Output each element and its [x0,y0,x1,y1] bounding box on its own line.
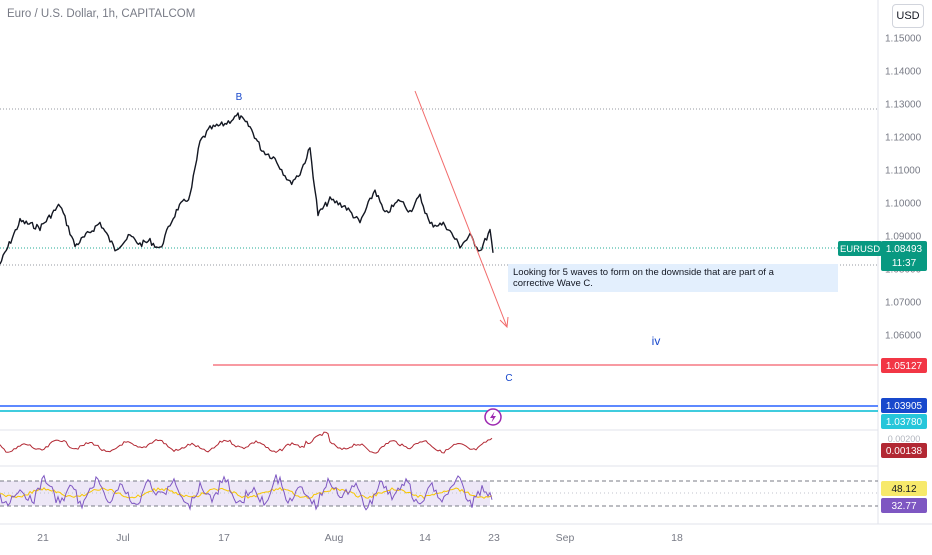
rsi-upper-badge[interactable] [881,481,927,496]
x-axis-tick: 17 [218,532,230,544]
y-axis-tick: 1.13000 [885,100,922,111]
x-axis-tick: 23 [488,532,500,544]
macd-axis-tick: 0.00200 [888,434,921,444]
rsi-lower-text: 32.77 [891,501,916,512]
price-series-line [0,112,494,265]
macd-series-line [0,431,493,454]
red-level-text: 1.05127 [886,361,923,372]
y-axis-tick: 1.14000 [885,67,922,78]
note-box[interactable] [508,264,838,292]
last-price-badge[interactable] [881,241,927,271]
wave-c-arrow[interactable] [414,90,508,328]
x-axis-tick: Aug [325,532,344,544]
x-axis-tick: Jul [116,532,129,544]
rsi-ma-line [0,486,493,500]
blue-level-text: 1.03905 [886,401,923,412]
currency-button[interactable]: USD [892,4,924,28]
lightning-icon [490,411,496,423]
note-text: Looking for 5 waves to form on the downs… [513,267,777,289]
wave-iv-label[interactable]: iv [652,334,661,348]
y-axis-tick: 1.12000 [885,133,922,144]
rsi-lower-badge[interactable] [881,498,927,513]
countdown-text: 11:37 [892,258,917,269]
macd-value-text: 0.00138 [886,446,923,457]
red-level-badge[interactable] [881,358,927,373]
y-axis-tick: 1.06000 [885,331,922,342]
wave-c-label[interactable]: C [505,373,512,384]
x-axis-tick: Sep [556,532,575,544]
blue-level-badge[interactable] [881,398,927,413]
teal-level-badge[interactable] [881,414,927,429]
x-axis-tick: 18 [671,532,683,544]
symbol-badge[interactable] [838,241,882,256]
rsi-upper-text: 48.12 [891,484,916,495]
y-axis-tick: 1.10000 [885,199,922,210]
macd-value-badge[interactable] [881,443,927,458]
x-axis-tick: 21 [37,532,49,544]
y-axis-tick: 1.15000 [885,34,922,45]
y-axis-tick: 1.11000 [885,166,921,177]
symbol-badge-text: EURUSD [840,244,880,255]
y-axis-tick: 1.09000 [885,232,922,243]
wave-c-arrowhead [499,316,509,329]
teal-level-text: 1.03780 [886,417,923,428]
rsi-series-line [0,474,493,511]
symbol-title[interactable]: Euro / U.S. Dollar, 1h, CAPITALCOM [7,8,195,20]
y-axis-tick: 1.07000 [885,298,922,309]
wave-b-label[interactable]: B [236,92,243,103]
x-axis-tick: 14 [419,532,431,544]
last-price-text: 1.08493 [886,244,923,255]
